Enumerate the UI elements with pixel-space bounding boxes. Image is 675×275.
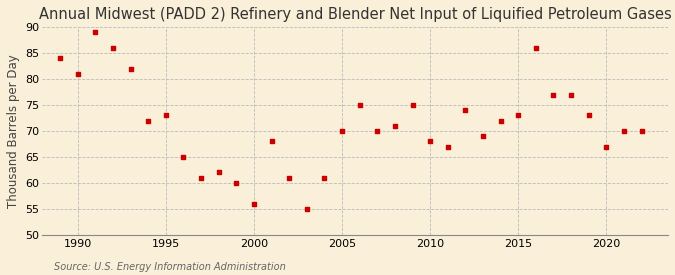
Point bbox=[284, 175, 294, 180]
Point bbox=[531, 46, 541, 50]
Point bbox=[55, 56, 65, 60]
Point bbox=[196, 175, 207, 180]
Point bbox=[231, 181, 242, 185]
Point bbox=[178, 155, 189, 159]
Point bbox=[248, 201, 259, 206]
Text: Source: U.S. Energy Information Administration: Source: U.S. Energy Information Administ… bbox=[54, 262, 286, 272]
Point bbox=[107, 46, 118, 50]
Point bbox=[442, 144, 453, 149]
Point bbox=[407, 103, 418, 107]
Point bbox=[495, 119, 506, 123]
Point bbox=[618, 129, 629, 133]
Point bbox=[319, 175, 330, 180]
Point bbox=[637, 129, 647, 133]
Point bbox=[548, 92, 559, 97]
Point bbox=[125, 67, 136, 71]
Point bbox=[566, 92, 576, 97]
Point bbox=[72, 72, 83, 76]
Point bbox=[90, 30, 101, 35]
Point bbox=[425, 139, 435, 144]
Point bbox=[142, 119, 153, 123]
Point bbox=[583, 113, 594, 118]
Point bbox=[389, 123, 400, 128]
Y-axis label: Thousand Barrels per Day: Thousand Barrels per Day bbox=[7, 54, 20, 208]
Title: Annual Midwest (PADD 2) Refinery and Blender Net Input of Liquified Petroleum Ga: Annual Midwest (PADD 2) Refinery and Ble… bbox=[39, 7, 672, 22]
Point bbox=[513, 113, 524, 118]
Point bbox=[161, 113, 171, 118]
Point bbox=[337, 129, 348, 133]
Point bbox=[478, 134, 489, 138]
Point bbox=[460, 108, 470, 112]
Point bbox=[372, 129, 383, 133]
Point bbox=[601, 144, 612, 149]
Point bbox=[266, 139, 277, 144]
Point bbox=[301, 207, 312, 211]
Point bbox=[213, 170, 224, 175]
Point bbox=[354, 103, 365, 107]
